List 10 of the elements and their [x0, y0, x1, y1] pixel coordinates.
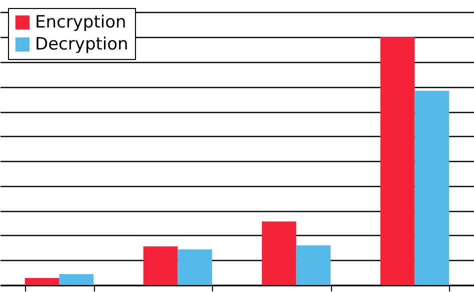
- bar: [59, 274, 94, 285]
- bar: [143, 246, 178, 285]
- bar: [24, 278, 60, 285]
- legend-label: Decryption: [35, 34, 128, 54]
- bar: [380, 37, 415, 285]
- bar: [296, 245, 331, 285]
- legend-label: Encryption: [35, 12, 126, 32]
- bar: [262, 222, 296, 285]
- bar: [414, 90, 450, 285]
- bar: [178, 249, 212, 285]
